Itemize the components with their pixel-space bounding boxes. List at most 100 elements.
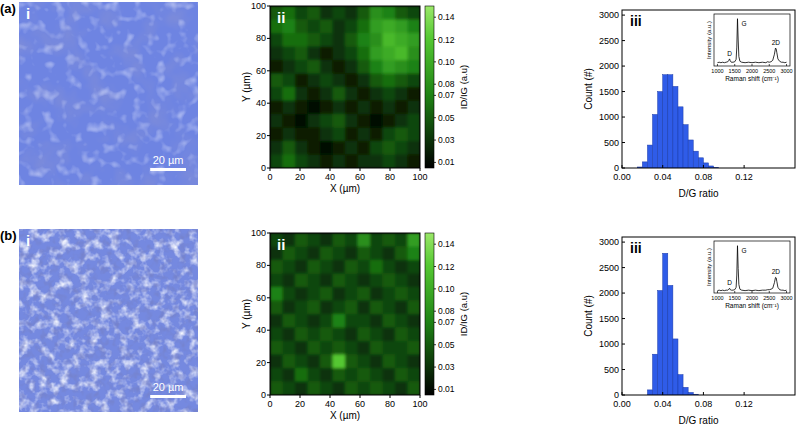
y-tick bbox=[622, 344, 625, 345]
y-tick bbox=[622, 318, 625, 319]
heatmap-cell bbox=[370, 20, 383, 34]
x-tick-label: 0.12 bbox=[735, 172, 753, 182]
y-tick bbox=[622, 395, 625, 396]
x-axis-label: Raman shift (cm⁻¹) bbox=[725, 302, 779, 310]
y-tick-label: 1000 bbox=[599, 339, 619, 349]
heatmap-cell bbox=[308, 155, 321, 169]
heatmap-cell bbox=[358, 128, 371, 142]
heatmap-cell bbox=[308, 368, 321, 382]
heatmap-cell bbox=[295, 368, 308, 382]
x-tick bbox=[662, 392, 663, 395]
optical-texture bbox=[19, 229, 198, 412]
heatmap-cell bbox=[345, 328, 358, 342]
y-axis-label: Y (µm) bbox=[241, 72, 252, 102]
histogram-bar bbox=[683, 387, 688, 395]
y-tick-label: 20 bbox=[256, 358, 266, 368]
heatmap-cell bbox=[308, 60, 321, 74]
colorbar-label: ID/IG (a.u) bbox=[458, 65, 469, 109]
inset-plot bbox=[717, 19, 786, 63]
heatmap-cell bbox=[308, 101, 321, 115]
row-label: (a) bbox=[0, 1, 16, 16]
y-axis-label: Intensity (a.u.) bbox=[706, 21, 712, 59]
x-tick bbox=[420, 395, 421, 398]
heatmap-cell bbox=[283, 328, 296, 342]
heatmap-cell bbox=[320, 355, 333, 369]
heatmap-cell bbox=[333, 74, 346, 88]
histogram-frame bbox=[622, 10, 795, 168]
heatmap-cell bbox=[308, 247, 321, 261]
heatmap-cell bbox=[383, 87, 396, 101]
panel-label: iii bbox=[630, 13, 642, 29]
heatmap-cell bbox=[333, 368, 346, 382]
heatmap-cell bbox=[370, 301, 383, 315]
heatmap-cell bbox=[308, 47, 321, 61]
heatmap-cell bbox=[395, 247, 408, 261]
x-tick bbox=[703, 392, 704, 395]
heatmap-cell bbox=[295, 101, 308, 115]
y-tick-label: 1500 bbox=[599, 87, 619, 97]
heatmap-cell bbox=[345, 141, 358, 155]
y-tick bbox=[267, 297, 270, 298]
heatmap-cell bbox=[358, 314, 371, 328]
y-tick bbox=[267, 135, 270, 136]
heatmap-cell bbox=[308, 301, 321, 315]
x-tick-label: 2500 bbox=[763, 295, 775, 301]
heatmap-cell bbox=[408, 287, 421, 301]
y-tick bbox=[622, 40, 625, 41]
heatmap-cell bbox=[333, 382, 346, 396]
heatmap-cell bbox=[358, 141, 371, 155]
heatmap-cell bbox=[358, 60, 371, 74]
heatmap-background bbox=[270, 6, 420, 168]
heatmap-cell bbox=[320, 141, 333, 155]
x-tick-label: 100 bbox=[412, 399, 427, 409]
heatmap-cell bbox=[395, 141, 408, 155]
histogram-bar bbox=[678, 107, 683, 168]
colorbar-tick-label: 0.03 bbox=[438, 135, 455, 145]
heatmap-cell bbox=[308, 87, 321, 101]
heatmap-cell bbox=[383, 247, 396, 261]
x-tick bbox=[769, 64, 770, 66]
y-axis-label: Y (µm) bbox=[241, 299, 252, 329]
x-tick bbox=[734, 291, 735, 293]
colorbar-tick-label: 0.12 bbox=[438, 35, 455, 45]
heatmap-cell bbox=[333, 274, 346, 288]
y-tick-label: 0 bbox=[614, 390, 619, 400]
y-tick bbox=[267, 103, 270, 104]
heatmap-cell bbox=[383, 274, 396, 288]
y-tick bbox=[267, 395, 270, 396]
heatmap-cell bbox=[370, 87, 383, 101]
heatmap-cell bbox=[408, 341, 421, 355]
y-tick-label: 0 bbox=[614, 163, 619, 173]
heatmap-cell bbox=[283, 287, 296, 301]
heatmap-cell bbox=[283, 101, 296, 115]
heatmap-cell bbox=[295, 47, 308, 61]
heatmap-cell bbox=[308, 114, 321, 128]
heatmap-cell bbox=[333, 341, 346, 355]
heatmap-cell bbox=[408, 114, 421, 128]
x-tick-label: 1500 bbox=[729, 68, 741, 74]
heatmap-cell bbox=[270, 274, 283, 288]
heatmap-cell bbox=[358, 101, 371, 115]
heatmap-cell bbox=[333, 141, 346, 155]
peak-label: D bbox=[727, 50, 732, 57]
heatmap-cell bbox=[333, 247, 346, 261]
x-tick-label: 0.08 bbox=[695, 399, 713, 409]
heatmap-cell bbox=[333, 101, 346, 115]
heatmap-cell bbox=[295, 355, 308, 369]
optical-image-panel bbox=[19, 229, 198, 412]
heatmap-cell bbox=[370, 33, 383, 47]
y-tick bbox=[622, 91, 625, 92]
heatmap-cell bbox=[383, 6, 396, 20]
heatmap-cell bbox=[308, 74, 321, 88]
heatmap-cell bbox=[295, 155, 308, 169]
heatmap-cell bbox=[270, 355, 283, 369]
heatmap-cell bbox=[308, 6, 321, 20]
heatmap-cell bbox=[345, 20, 358, 34]
heatmap-cell bbox=[283, 128, 296, 142]
heatmap-cells bbox=[270, 6, 420, 168]
heatmap-cell bbox=[320, 328, 333, 342]
colorbar-tick bbox=[434, 140, 436, 141]
x-tick-label: 100 bbox=[412, 172, 427, 182]
heatmap-cell bbox=[345, 233, 358, 247]
heatmap-cell bbox=[370, 141, 383, 155]
